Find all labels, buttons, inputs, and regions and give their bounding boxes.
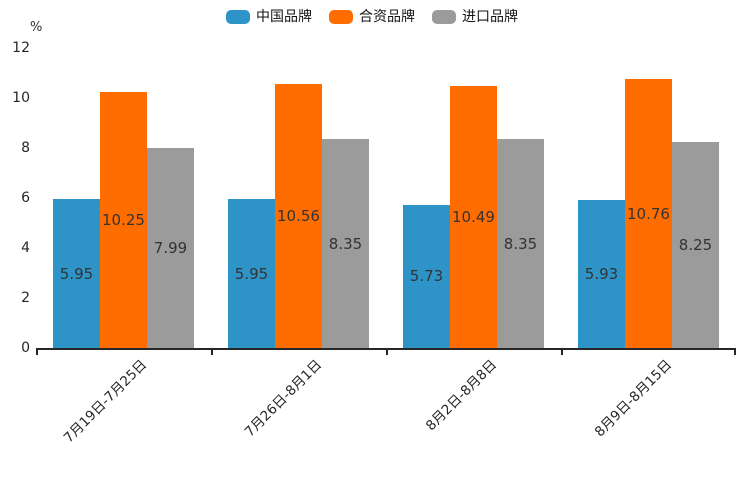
legend: 中国品牌 合资品牌 进口品牌 (0, 8, 744, 26)
x-category-label: 8月2日-8月8日 (422, 356, 500, 435)
bar-中国品牌-1: 5.95 (228, 199, 275, 348)
bar-进口品牌-1: 8.35 (322, 139, 369, 348)
legend-label: 中国品牌 (256, 9, 312, 25)
bar-value-label: 5.93 (584, 264, 619, 283)
bar-中国品牌-3: 5.93 (578, 199, 625, 348)
bar-value-label: 8.35 (328, 234, 363, 253)
bar-value-label: 8.25 (678, 235, 713, 254)
y-axis-unit-label: % (30, 20, 43, 35)
bar-合资品牌-1: 10.56 (275, 84, 322, 348)
bar-value-label: 10.49 (452, 207, 495, 226)
y-tick-label: 0 (21, 340, 30, 356)
legend-item-0[interactable]: 中国品牌 (226, 8, 312, 26)
bar-进口品牌-2: 8.35 (497, 139, 544, 348)
bar-合资品牌-0: 10.25 (100, 91, 147, 348)
x-axis-tick (36, 350, 38, 355)
bar-进口品牌-3: 8.25 (672, 141, 719, 348)
bar-value-label: 10.56 (277, 207, 320, 225)
bar-value-label: 10.25 (102, 210, 145, 229)
x-category-label: 8月9日-8月15日 (591, 356, 675, 441)
y-tick-label: 2 (21, 290, 30, 306)
bar-合资品牌-3: 10.76 (625, 79, 672, 348)
y-tick-label: 10 (12, 90, 30, 106)
bar-合资品牌-2: 10.49 (450, 85, 497, 348)
legend-swatch-icon (226, 10, 250, 24)
legend-swatch-icon (432, 10, 456, 24)
y-tick-label: 4 (21, 240, 30, 256)
bar-value-label: 5.95 (234, 264, 269, 283)
x-axis-tick (734, 350, 736, 355)
bar-value-label: 5.95 (59, 264, 94, 283)
y-tick-label: 6 (21, 190, 30, 206)
legend-label: 合资品牌 (359, 9, 415, 25)
legend-swatch-icon (329, 10, 353, 24)
legend-item-1[interactable]: 合资品牌 (329, 8, 415, 26)
x-axis-tick (386, 350, 388, 355)
bar-value-label: 5.73 (409, 267, 444, 286)
plot-area: 5.95 10.25 7.99 5.95 10.56 8.35 5.73 10.49 8.35 5… (36, 48, 736, 355)
bar-中国品牌-2: 5.73 (403, 204, 450, 348)
legend-item-2[interactable]: 进口品牌 (432, 8, 518, 26)
bar-value-label: 8.35 (503, 234, 538, 253)
y-tick-label: 8 (21, 140, 30, 156)
y-tick-label: 12 (12, 40, 30, 56)
x-axis-tick (561, 350, 563, 355)
bar-value-label: 10.76 (627, 204, 670, 223)
x-category-label: 7月26日-8月1日 (241, 356, 325, 441)
bar-中国品牌-0: 5.95 (53, 199, 100, 348)
bar-value-label: 7.99 (153, 239, 188, 258)
bar-进口品牌-0: 7.99 (147, 148, 194, 348)
legend-label: 进口品牌 (462, 9, 518, 25)
x-category-label: 7月19日-7月25日 (60, 356, 150, 447)
x-axis-tick (211, 350, 213, 355)
